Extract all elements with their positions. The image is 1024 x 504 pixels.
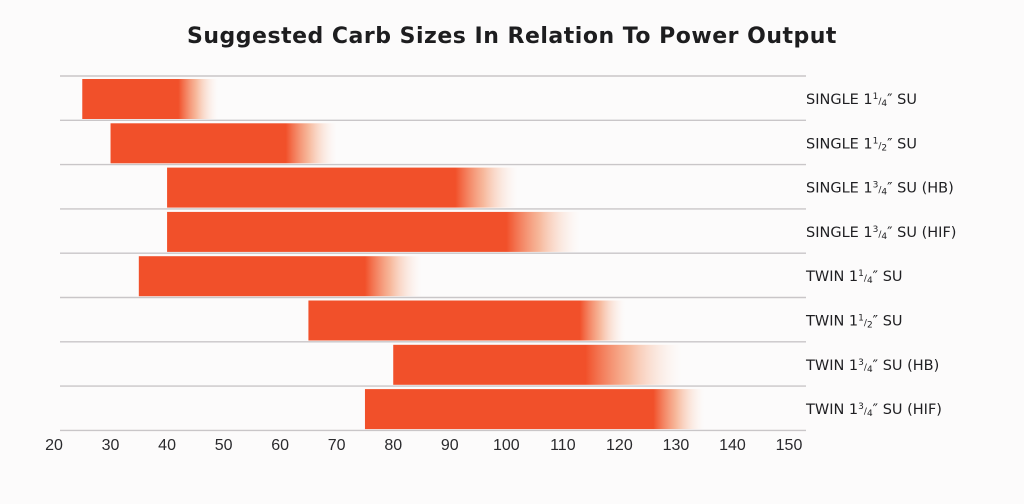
category-label: SINGLE 13/4″ SU (HIF) (806, 225, 956, 242)
category-label: SINGLE 11/2″ SU (806, 136, 917, 153)
category-labels: SINGLE 11/4″ SU SINGLE 11/2″ SU SINGLE 13/… (805, 92, 956, 419)
category-label: TWIN 13/4″ SU (HIF) (805, 402, 942, 419)
bar-7 (364, 389, 705, 430)
category-label: TWIN 11/4″ SU (805, 269, 903, 286)
category-label: TWIN 11/2″ SU (805, 314, 903, 331)
bar-1 (110, 123, 337, 164)
x-tick-label: 30 (102, 437, 120, 454)
x-tick-label: 40 (158, 437, 176, 454)
category-label: SINGLE 13/4″ SU (HB) (806, 181, 954, 198)
bar-4 (138, 256, 422, 297)
x-tick-label: 50 (215, 437, 233, 454)
category-label: TWIN 13/4″ SU (HB) (805, 358, 939, 375)
grid-lines (60, 75, 806, 432)
x-tick-label: 100 (493, 437, 520, 454)
x-tick-label: 110 (550, 437, 576, 454)
bar-0 (82, 79, 218, 119)
x-tick-label: 70 (328, 437, 346, 454)
x-tick-label: 60 (271, 437, 289, 454)
bars (82, 79, 705, 430)
bar-2 (167, 167, 518, 208)
bar-5 (308, 300, 626, 341)
bar-6 (393, 344, 682, 385)
x-tick-label: 90 (441, 437, 459, 454)
bar-3 (167, 211, 580, 252)
x-tick-label: 80 (384, 437, 402, 454)
x-tick-label: 140 (719, 437, 746, 454)
x-axis-ticks: 20 30 40 50 60 70 80 90 100 110 120 130 140 150 (45, 437, 802, 454)
x-tick-label: 130 (663, 437, 690, 454)
x-tick-label: 20 (45, 437, 63, 454)
category-label: SINGLE 11/4″ SU (806, 92, 917, 109)
x-tick-label: 150 (776, 437, 803, 454)
x-tick-label: 120 (606, 437, 633, 454)
chart-title: Suggested Carb Sizes In Relation To Powe… (187, 24, 837, 49)
